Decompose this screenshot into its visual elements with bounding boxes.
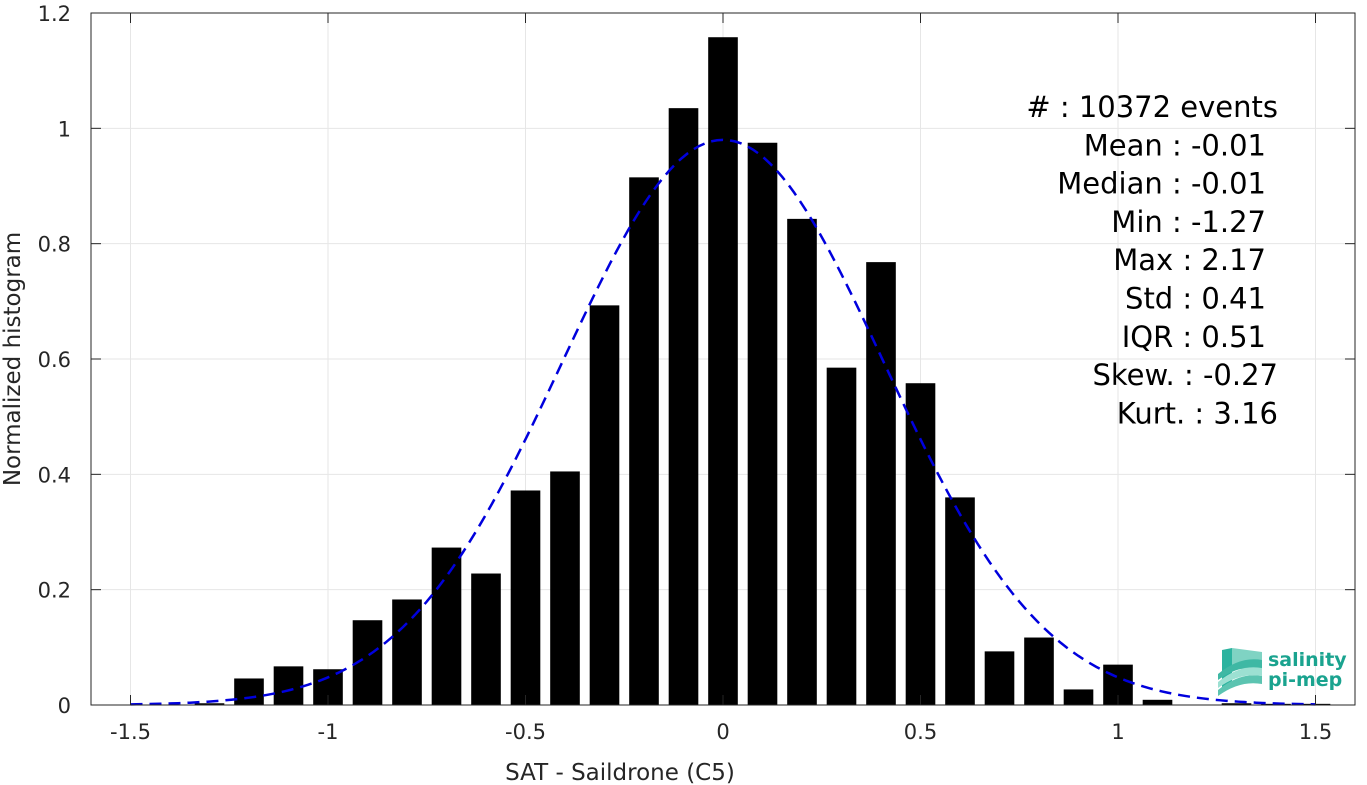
x-tick-label: 0.5 bbox=[904, 720, 937, 744]
histogram-bar bbox=[629, 177, 659, 706]
x-axis-label: SAT - Saildrone (C5) bbox=[505, 760, 735, 785]
x-tick-label: -1.5 bbox=[110, 720, 151, 744]
logo-text-pimep: pi-mep bbox=[1268, 669, 1342, 691]
stat-line: Std : 0.41 bbox=[1125, 282, 1266, 316]
stat-line: Kurt. : 3.16 bbox=[1117, 396, 1278, 430]
histogram-bar bbox=[392, 599, 422, 705]
y-tick-label: 1.2 bbox=[38, 2, 71, 26]
stat-line: Median : -0.01 bbox=[1057, 167, 1266, 201]
salinity-pimep-logo: salinity pi-mep bbox=[1218, 648, 1347, 696]
histogram-bar bbox=[945, 497, 975, 705]
histogram-bar bbox=[510, 490, 541, 705]
y-tick-label: 1 bbox=[58, 117, 71, 141]
stats-annotation: # : 10372 events Mean : -0.01 Median : -0.… bbox=[1026, 90, 1278, 430]
histogram-bar bbox=[826, 367, 857, 705]
logo-wave-icon bbox=[1218, 648, 1262, 696]
stat-line: # : 10372 events bbox=[1026, 90, 1278, 124]
stat-line: Max : 2.17 bbox=[1113, 243, 1266, 277]
logo-text-salinity: salinity bbox=[1268, 649, 1347, 671]
y-axis-label: Normalized histogram bbox=[0, 232, 26, 486]
histogram-bar bbox=[708, 37, 738, 706]
histogram-bar bbox=[787, 218, 817, 705]
axis-ticks: -1.5 -1 -0.5 0 0.5 1 1.5 0 0.2 0.4 0.6 0.8 1 1.2 bbox=[38, 2, 1355, 744]
y-tick-label: 0.6 bbox=[38, 348, 71, 372]
x-tick-label: 1.5 bbox=[1299, 720, 1332, 744]
histogram-bar bbox=[1024, 637, 1054, 705]
stat-line: Min : -1.27 bbox=[1111, 205, 1266, 239]
x-tick-label: -0.5 bbox=[505, 720, 546, 744]
y-tick-label: 0.2 bbox=[38, 579, 71, 603]
histogram-bar bbox=[984, 651, 1015, 705]
stat-line: Skew. : -0.27 bbox=[1092, 358, 1278, 392]
histogram-bar bbox=[194, 703, 225, 705]
x-tick-label: 0 bbox=[716, 720, 729, 744]
histogram-bar bbox=[1142, 699, 1173, 705]
histogram-bar bbox=[273, 666, 304, 705]
histogram-bar bbox=[589, 305, 620, 705]
histogram-bar bbox=[234, 678, 264, 705]
y-tick-label: 0.4 bbox=[38, 463, 71, 487]
x-tick-label: -1 bbox=[318, 720, 339, 744]
gaussian-fit-curve bbox=[130, 138, 1316, 706]
histogram-bar bbox=[431, 547, 462, 705]
stat-line: Mean : -0.01 bbox=[1084, 128, 1266, 162]
histogram-bars bbox=[194, 37, 1331, 706]
histogram-bar bbox=[471, 573, 501, 705]
histogram-bar bbox=[905, 383, 936, 705]
histogram-bar bbox=[1221, 703, 1252, 705]
y-tick-label: 0 bbox=[58, 694, 71, 718]
histogram-bar bbox=[668, 108, 699, 705]
histogram-bar bbox=[747, 142, 778, 705]
histogram-bar bbox=[550, 471, 580, 705]
histogram-bar bbox=[1063, 689, 1094, 705]
histogram-bar bbox=[866, 262, 896, 705]
y-tick-label: 0.8 bbox=[38, 233, 71, 257]
x-tick-label: 1 bbox=[1111, 720, 1124, 744]
stat-line: IQR : 0.51 bbox=[1122, 320, 1266, 354]
